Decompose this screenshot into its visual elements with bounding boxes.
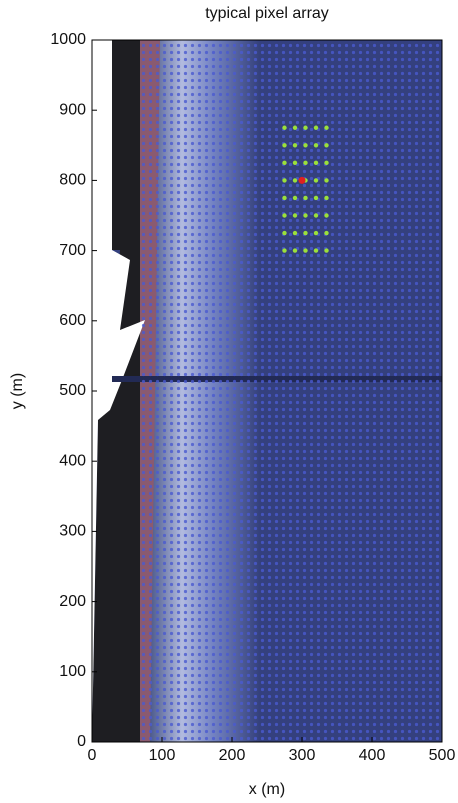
point [303,248,308,253]
point [282,178,287,183]
x-tick-label: 200 [219,747,246,764]
y-tick-label: 200 [59,593,86,610]
point [313,248,319,253]
point [303,195,308,201]
y-tick-label: 500 [59,382,86,399]
point [292,160,298,166]
point [324,125,329,130]
y-axis-label: y (m) [9,373,26,409]
point [324,248,329,253]
point [282,213,287,218]
point [313,213,319,218]
point [292,143,298,148]
point [303,125,308,130]
point [292,125,298,130]
y-tick-label: 300 [59,523,86,540]
point [298,176,306,184]
x-tick-label: 400 [359,747,386,764]
point [313,195,319,201]
x-tick-label: 100 [149,747,176,764]
point [282,143,287,148]
chart-title: typical pixel array [205,5,329,22]
y-tick-label: 900 [59,101,86,118]
point [313,230,319,236]
y-tick-label: 0 [77,733,86,750]
y-tick-label: 1000 [50,31,86,48]
point [324,143,329,148]
point [292,213,298,218]
point [292,248,298,253]
point [292,195,298,201]
point [303,143,308,148]
point [313,160,319,166]
point [324,195,329,201]
point [303,160,308,166]
y-tick-label: 400 [59,452,86,469]
point [282,160,287,166]
x-tick-label: 300 [289,747,316,764]
point [324,230,329,236]
point [313,178,319,183]
point [282,230,287,236]
point [303,213,308,218]
point [282,248,287,253]
point [313,143,319,148]
y-tick-label: 700 [59,242,86,259]
point [282,125,287,130]
point [324,160,329,166]
point [292,178,298,183]
y-tick-label: 600 [59,312,86,329]
point [292,230,298,236]
y-tick-label: 100 [59,663,86,680]
point [313,125,319,130]
background-image [92,40,442,742]
x-tick-label: 0 [88,747,97,764]
x-tick-label: 500 [429,747,456,764]
point [282,195,287,201]
point [324,178,329,183]
y-tick-label: 800 [59,172,86,189]
point [324,213,329,218]
point [303,230,308,236]
x-axis-label: x (m) [249,781,285,798]
